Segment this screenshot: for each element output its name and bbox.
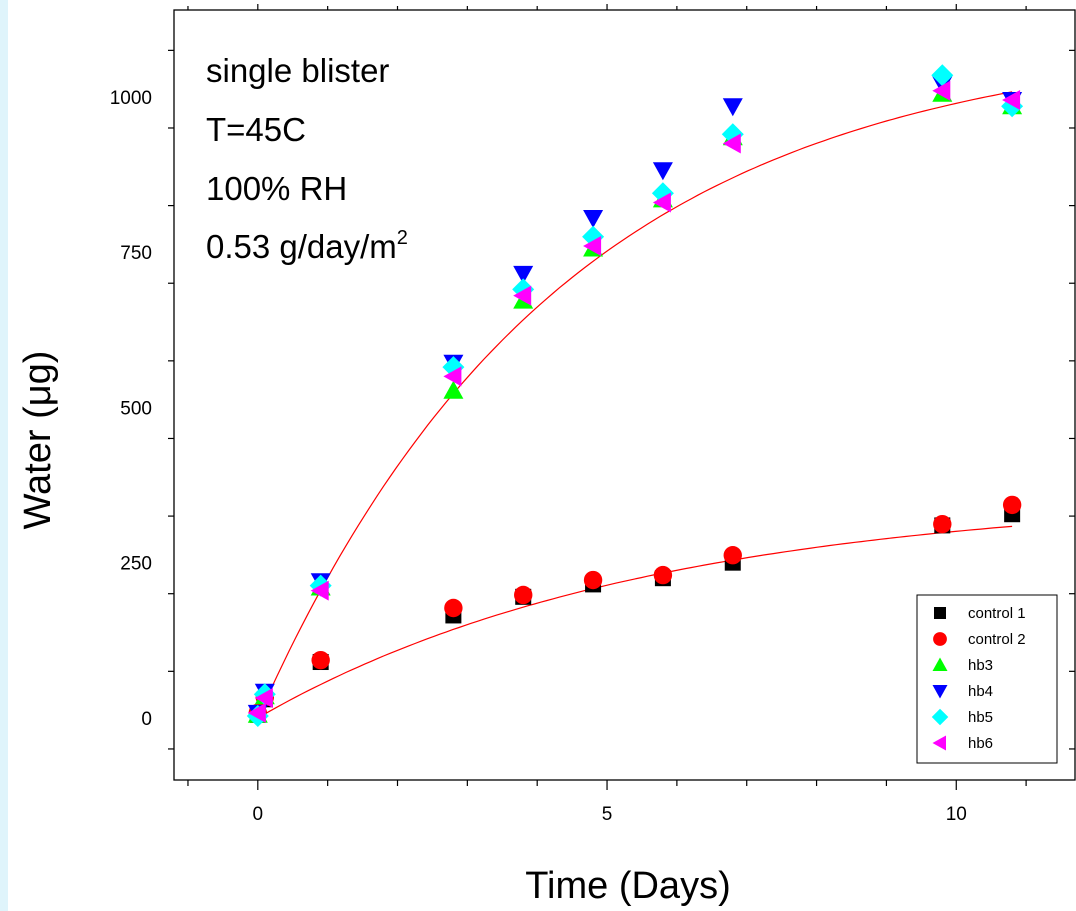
left-edge-strip [0, 0, 8, 911]
data-points [246, 64, 1024, 727]
series-hb3 [247, 83, 1023, 723]
legend-marker [931, 708, 949, 726]
legend-box [916, 594, 1058, 764]
y-tick-label: 750 [120, 243, 152, 264]
fit-curves [257, 91, 1013, 719]
series-hb5 [246, 64, 1024, 727]
x-axis-title: Time (Days) [525, 865, 730, 907]
axis-ticks [168, 4, 1075, 790]
series-control-2 [248, 495, 1022, 723]
data-point [932, 80, 951, 101]
data-point [583, 570, 603, 590]
y-tick-label: 1000 [110, 88, 152, 109]
plot-frame [173, 9, 1076, 781]
plot-border [173, 9, 1076, 781]
annotation-line-4: 0.53 g/day/m2 [206, 227, 408, 265]
legend-label: control 2 [968, 631, 1026, 648]
legend-label: control 1 [968, 605, 1026, 622]
data-point [513, 265, 534, 284]
y-tick-label: 0 [141, 709, 152, 730]
legend-marker [932, 657, 948, 671]
annotation-superscript: 2 [397, 227, 408, 249]
x-tick-label: 0 [253, 804, 264, 825]
legend-marker [932, 685, 948, 699]
data-point [931, 64, 954, 87]
legend: control 1 control 2 hb3 hb4 hb5 hb6 [916, 594, 1058, 764]
data-point [583, 236, 602, 256]
data-point [723, 546, 742, 565]
annotation-line-1: single blister [206, 52, 389, 89]
y-tick-label: 500 [120, 398, 152, 419]
y-axis-title: Water (μg) [17, 351, 59, 530]
data-point [310, 580, 329, 601]
data-point [254, 688, 273, 708]
y-tick-label: 250 [120, 554, 152, 575]
legend-marker [932, 735, 946, 751]
series-control-1 [249, 506, 1021, 723]
series-hb6 [247, 80, 1021, 723]
data-point [722, 133, 741, 154]
data-point [652, 162, 673, 181]
data-point [514, 585, 533, 605]
data-point [722, 98, 743, 117]
legend-label: hb4 [968, 683, 993, 700]
series-hb4 [247, 76, 1023, 723]
legend-label: hb5 [968, 709, 993, 726]
annotation-block: single blister T=45C 100% RH 0.53 g/day/… [206, 52, 408, 265]
data-point [443, 366, 462, 387]
legend-marker [934, 607, 946, 619]
legend-label: hb3 [968, 657, 993, 674]
fit-curve [257, 525, 1013, 719]
x-tick-label: 10 [946, 804, 967, 825]
data-point [1002, 495, 1022, 515]
data-point [653, 565, 673, 585]
fit-curve [257, 91, 1013, 719]
data-point [583, 210, 604, 228]
annotation-line-2: T=45C [206, 111, 306, 148]
data-point [652, 192, 671, 213]
data-point [513, 285, 532, 306]
data-point [933, 514, 952, 534]
annotation-line-3: 100% RH [206, 170, 347, 207]
x-tick-label: 5 [602, 804, 613, 825]
tick-labels: 0 5 10 0 250 500 750 1000 [110, 88, 967, 825]
data-point [247, 702, 266, 723]
data-point [443, 380, 464, 399]
data-point [311, 650, 330, 670]
data-point [444, 598, 463, 618]
legend-marker [933, 632, 947, 646]
legend-label: hb6 [968, 735, 993, 752]
annotation-rate-text: 0.53 g/day/m [206, 228, 397, 265]
data-point [1002, 90, 1021, 110]
